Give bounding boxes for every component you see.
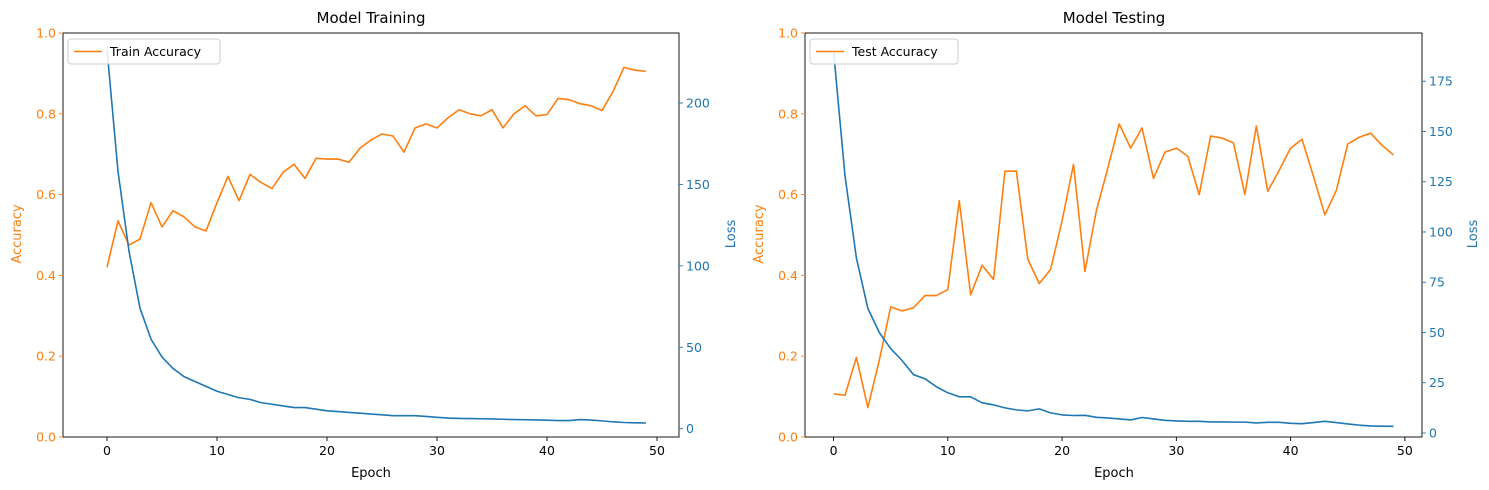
test-plot-area: 0 10 20 30 40 50 0.0 0.2 0.4 0.6 0.8 1.0 0 25 50 75 100 1… <box>778 26 1453 459</box>
test-left-tick-label: 0.8 <box>778 106 798 121</box>
train-left-tick-label: 0.8 <box>36 106 56 121</box>
train-right-tick-label: 50 <box>686 340 702 355</box>
train-plot-area: 0 10 20 30 40 50 0.0 0.2 0.4 0.6 0.8 1.0 0 50 100 150 20… <box>36 26 710 459</box>
test-right-tick-label: 125 <box>1429 174 1453 189</box>
test-x-axis-label: Epoch <box>1094 466 1134 481</box>
train-right-tick-label: 200 <box>686 96 710 111</box>
train-chart-panel: Model Training Epoch Accuracy Loss 0 10 20… <box>10 9 739 481</box>
train-left-tick-label: 0.0 <box>36 430 56 445</box>
test-left-tick-label: 1.0 <box>778 26 798 41</box>
test-legend-box <box>809 38 959 65</box>
test-x-tick-label: 10 <box>940 443 956 458</box>
train-x-tick-label: 20 <box>319 443 335 458</box>
test-x-tick-label: 20 <box>1054 443 1070 458</box>
test-right-tick-label: 75 <box>1429 275 1445 290</box>
test-accuracy-line <box>833 123 1394 409</box>
test-right-tick-label: 50 <box>1429 325 1445 340</box>
test-left-tick-label: 0.0 <box>778 430 798 445</box>
test-chart-title: Model Testing <box>1063 9 1166 27</box>
train-right-tick-label: 100 <box>686 258 710 273</box>
train-right-axis-label: Loss <box>724 220 739 249</box>
train-x-tick-label: 30 <box>429 443 445 458</box>
test-loss-line <box>832 51 1394 428</box>
test-right-axis-label: Loss <box>1466 220 1481 249</box>
train-accuracy-line <box>106 66 647 268</box>
train-right-tick-label: 0 <box>686 421 694 436</box>
train-left-axis-label: Accuracy <box>10 204 25 264</box>
train-plot-frame <box>62 32 680 438</box>
train-x-tick-label: 40 <box>539 443 555 458</box>
train-left-tick-label: 1.0 <box>36 26 56 41</box>
test-x-tick-label: 30 <box>1168 443 1184 458</box>
test-right-tick-label: 150 <box>1429 124 1453 139</box>
test-left-axis-label: Accuracy <box>752 204 767 264</box>
train-x-tick-label: 10 <box>209 443 225 458</box>
test-chart-panel: Model Testing Epoch Accuracy Loss 0 10 20 3… <box>752 9 1481 481</box>
train-x-tick-label: 0 <box>103 443 111 458</box>
train-right-tick-label: 150 <box>686 177 710 192</box>
test-legend-label: Test Accuracy <box>851 44 938 59</box>
test-right-tick-label: 175 <box>1429 74 1453 89</box>
train-chart-title: Model Training <box>317 9 426 27</box>
test-plot-frame <box>804 32 1423 438</box>
train-left-tick-label: 0.4 <box>36 268 56 283</box>
test-x-tick-label: 50 <box>1397 443 1413 458</box>
test-x-tick-label: 40 <box>1283 443 1299 458</box>
test-right-tick-label: 0 <box>1429 425 1437 440</box>
train-legend-box <box>67 38 221 65</box>
train-left-tick-label: 0.6 <box>36 187 56 202</box>
train-legend-label: Train Accuracy <box>109 44 202 59</box>
test-right-tick-label: 100 <box>1429 224 1453 239</box>
train-x-axis-label: Epoch <box>351 466 391 481</box>
test-left-tick-label: 0.4 <box>778 268 798 283</box>
test-right-tick-label: 25 <box>1429 375 1445 390</box>
test-left-tick-label: 0.2 <box>778 349 798 364</box>
train-left-tick-label: 0.2 <box>36 349 56 364</box>
train-x-tick-label: 50 <box>649 443 665 458</box>
train-loss-line <box>106 49 647 424</box>
test-left-tick-label: 0.6 <box>778 187 798 202</box>
test-x-tick-label: 0 <box>830 443 838 458</box>
